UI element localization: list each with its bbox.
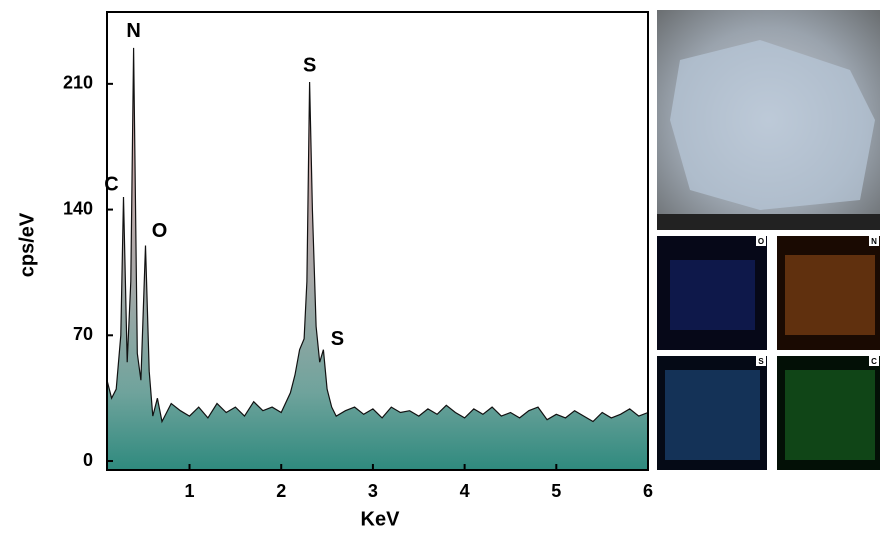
map-o xyxy=(657,236,767,350)
map-label: N xyxy=(871,237,877,246)
x-tick-label: 1 xyxy=(185,481,195,501)
map-label: S xyxy=(758,357,764,366)
area-fill xyxy=(107,47,648,471)
x-tick-label: 2 xyxy=(276,481,286,501)
map-label: O xyxy=(758,237,764,246)
x-axis-label: KeV xyxy=(361,508,401,530)
x-tick-label: 5 xyxy=(551,481,561,501)
peak-label: S xyxy=(331,328,344,350)
map-label-bg xyxy=(869,356,879,366)
map-n-signal xyxy=(785,255,875,335)
map-label: C xyxy=(871,357,877,366)
map-s-signal xyxy=(665,370,760,460)
plot-frame xyxy=(106,11,649,471)
x-tick-label: 6 xyxy=(643,481,653,501)
sem-particle xyxy=(670,40,875,210)
x-tick-label: 4 xyxy=(460,481,470,501)
y-tick-label: 210 xyxy=(63,73,93,93)
peak-label: O xyxy=(152,220,168,242)
y-tick-label: 70 xyxy=(73,324,93,344)
y-tick-label: 0 xyxy=(83,450,93,470)
peak-label: C xyxy=(104,173,118,195)
spectrum-line xyxy=(106,47,649,424)
map-label-bg xyxy=(869,236,879,246)
map-c xyxy=(777,356,880,470)
x-tick-label: 3 xyxy=(368,481,378,501)
sem-scalebar xyxy=(657,214,880,230)
peak-label: N xyxy=(126,20,140,42)
map-n xyxy=(777,236,880,350)
map-c-signal xyxy=(785,370,875,460)
map-label-bg xyxy=(756,356,766,366)
y-axis-label: cps/eV xyxy=(16,212,38,277)
map-o-signal xyxy=(670,260,755,330)
peak-label: S xyxy=(303,54,316,76)
map-label-bg xyxy=(756,236,766,246)
map-s xyxy=(657,356,767,470)
y-tick-label: 140 xyxy=(63,198,93,218)
